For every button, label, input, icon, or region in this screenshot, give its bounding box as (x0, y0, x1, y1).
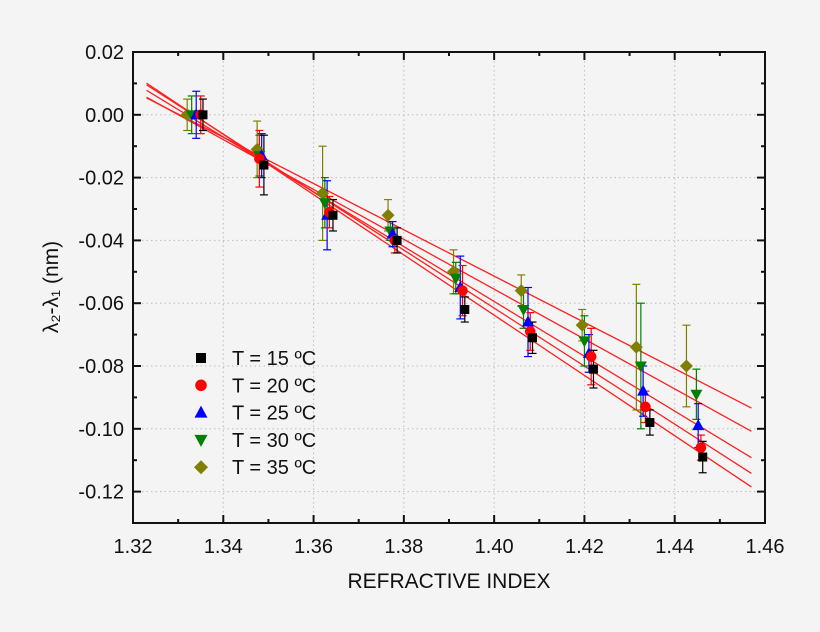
axis-ticks (132, 51, 766, 524)
data-points (180, 108, 708, 462)
x-tick-label: 1.40 (475, 536, 514, 558)
fit-line (146, 89, 752, 459)
y-tick-label: -0.04 (78, 230, 124, 252)
y-tick-labels: 0.02 0.00 -0.02 -0.04 -0.06 -0.08 -0.10 -0.12 (78, 42, 124, 504)
fit-line (146, 96, 752, 432)
data-point (585, 351, 597, 362)
x-tick-label: 1.36 (294, 536, 333, 558)
x-tick-label: 1.38 (384, 536, 423, 558)
legend-label: T = 15 ºC (232, 348, 316, 370)
data-point (517, 304, 530, 316)
y-tick-label: 0.02 (85, 42, 124, 64)
data-point (692, 419, 705, 431)
x-axis-label: REFRACTIVE INDEX (347, 570, 550, 593)
data-point (575, 318, 589, 332)
y-tick-label: -0.06 (78, 293, 124, 315)
x-tick-label: 1.34 (204, 536, 243, 558)
data-point (460, 304, 470, 314)
x-tick-label: 1.46 (746, 536, 785, 558)
legend-marker (196, 353, 206, 363)
data-point (629, 340, 643, 354)
data-point (588, 364, 598, 374)
y-axis-label: λ₂-λ₁ (nm) (40, 241, 63, 333)
data-point (634, 361, 647, 373)
data-point (640, 401, 651, 413)
legend-marker (194, 434, 208, 447)
y-tick-label: -0.10 (78, 419, 124, 441)
x-tick-label: 1.32 (114, 536, 153, 558)
x-tick-label: 1.42 (565, 536, 604, 558)
data-point (679, 359, 693, 373)
data-point (198, 110, 208, 120)
data-point (381, 208, 395, 222)
grid (133, 52, 765, 523)
y-tick-label: -0.02 (78, 168, 124, 190)
data-point (528, 333, 538, 343)
legend: T = 15 ºC T = 20 ºC T = 25 ºC T = 30 ºC T = … (194, 348, 316, 479)
legend-marker (194, 460, 208, 475)
data-point (522, 315, 534, 327)
plot-frame (132, 51, 766, 524)
legend-marker (195, 379, 207, 392)
data-point (457, 285, 468, 296)
data-point (698, 452, 708, 462)
fit-lines (146, 82, 752, 488)
y-tick-label: 0.00 (85, 105, 124, 127)
data-point (328, 210, 338, 220)
data-point (690, 389, 703, 401)
x-tick-label: 1.44 (655, 536, 694, 558)
data-point (449, 273, 462, 285)
data-point (392, 235, 402, 245)
data-point (645, 418, 655, 428)
y-tick-label: -0.12 (78, 482, 124, 504)
data-point (259, 160, 269, 170)
data-point (316, 186, 330, 200)
x-tick-labels: 1.32 1.34 1.36 1.38 1.40 1.42 1.44 1.46 (114, 536, 785, 558)
legend-label: T = 20 ºC (232, 375, 316, 397)
legend-label: T = 25 ºC (232, 403, 316, 425)
data-point (695, 442, 707, 453)
fit-line (146, 97, 752, 409)
legend-marker (194, 405, 208, 418)
data-point (578, 336, 591, 348)
data-point (318, 198, 331, 210)
data-point (514, 284, 528, 298)
legend-label: T = 35 ºC (232, 457, 316, 479)
legend-label: T = 30 ºC (232, 430, 316, 452)
y-tick-label: -0.08 (78, 356, 124, 378)
data-point (637, 384, 650, 396)
